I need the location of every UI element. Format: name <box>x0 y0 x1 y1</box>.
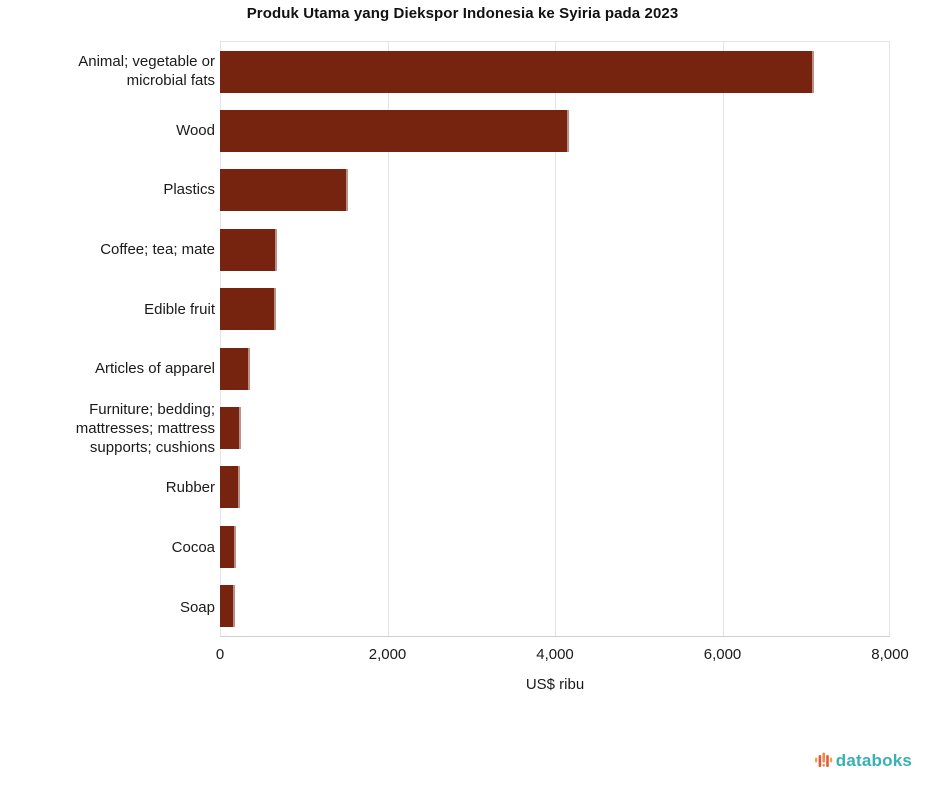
category-label: Cocoa <box>171 539 215 557</box>
bar-row <box>220 517 890 576</box>
category-label: Rubber <box>165 479 215 497</box>
category-label-row: Cocoa <box>0 518 215 578</box>
chart-title: Produk Utama yang Diekspor Indonesia ke … <box>246 5 679 22</box>
bar-row <box>220 161 890 220</box>
bar[interactable] <box>220 228 278 271</box>
bar[interactable] <box>220 110 570 153</box>
category-label: Edible fruit <box>144 300 215 318</box>
bar[interactable] <box>220 585 236 628</box>
databoks-pulse-bars-icon <box>814 752 832 767</box>
gridline <box>555 42 556 636</box>
gridline <box>387 42 389 636</box>
bar-row <box>220 458 890 517</box>
x-axis-title: US$ ribu <box>525 676 585 693</box>
bar-row <box>220 577 890 636</box>
gridline <box>220 42 221 636</box>
category-label-row: Articles of apparel <box>0 339 215 399</box>
category-label: Soap <box>179 598 215 616</box>
bar[interactable] <box>220 407 241 450</box>
bar-row <box>220 398 890 457</box>
category-label-row: Wood <box>0 101 215 161</box>
category-label: Animal; vegetable or microbial fats <box>78 52 215 89</box>
databoks-logo[interactable]: databoks <box>814 750 912 772</box>
bar[interactable] <box>220 288 276 331</box>
bar[interactable] <box>220 347 251 390</box>
bar[interactable] <box>220 525 236 568</box>
bar[interactable] <box>220 466 241 509</box>
category-label-row: Rubber <box>0 458 215 518</box>
x-tick-label: 2,000 <box>368 646 407 663</box>
category-label-row: Furniture; bedding; mattresses; mattress… <box>0 399 215 459</box>
x-tick-label: 4,000 <box>536 646 574 663</box>
x-tick-label: 6,000 <box>703 646 742 663</box>
category-label: Furniture; bedding; mattresses; mattress… <box>75 400 215 456</box>
bar-row <box>220 101 890 160</box>
category-label-row: Coffee; tea; mate <box>0 220 215 280</box>
bar-row <box>220 220 890 279</box>
x-axis-tick-labels: 0 2,000 4,000 6,000 8,000 <box>216 646 909 664</box>
category-label-row: Plastics <box>0 160 215 220</box>
category-label: Wood <box>176 121 215 139</box>
gridline <box>889 42 890 636</box>
databoks-logo-text: databoks <box>835 751 912 770</box>
category-label: Articles of apparel <box>94 360 215 378</box>
plot-area <box>220 41 890 637</box>
bar[interactable] <box>220 169 349 212</box>
bar-row <box>220 42 890 101</box>
category-label-row: Animal; vegetable or microbial fats <box>0 41 215 101</box>
bar-row <box>220 339 890 398</box>
category-label-row: Soap <box>0 577 215 637</box>
category-label-column: Animal; vegetable or microbial fats Wood P… <box>0 41 215 637</box>
bar[interactable] <box>220 50 814 93</box>
gridline <box>722 42 724 636</box>
bar-row <box>220 280 890 339</box>
x-tick-label: 8,000 <box>871 646 909 663</box>
category-label: Coffee; tea; mate <box>100 241 215 259</box>
x-tick-label: 0 <box>215 646 225 663</box>
category-label-row: Edible fruit <box>0 279 215 339</box>
category-label: Plastics <box>163 181 215 199</box>
